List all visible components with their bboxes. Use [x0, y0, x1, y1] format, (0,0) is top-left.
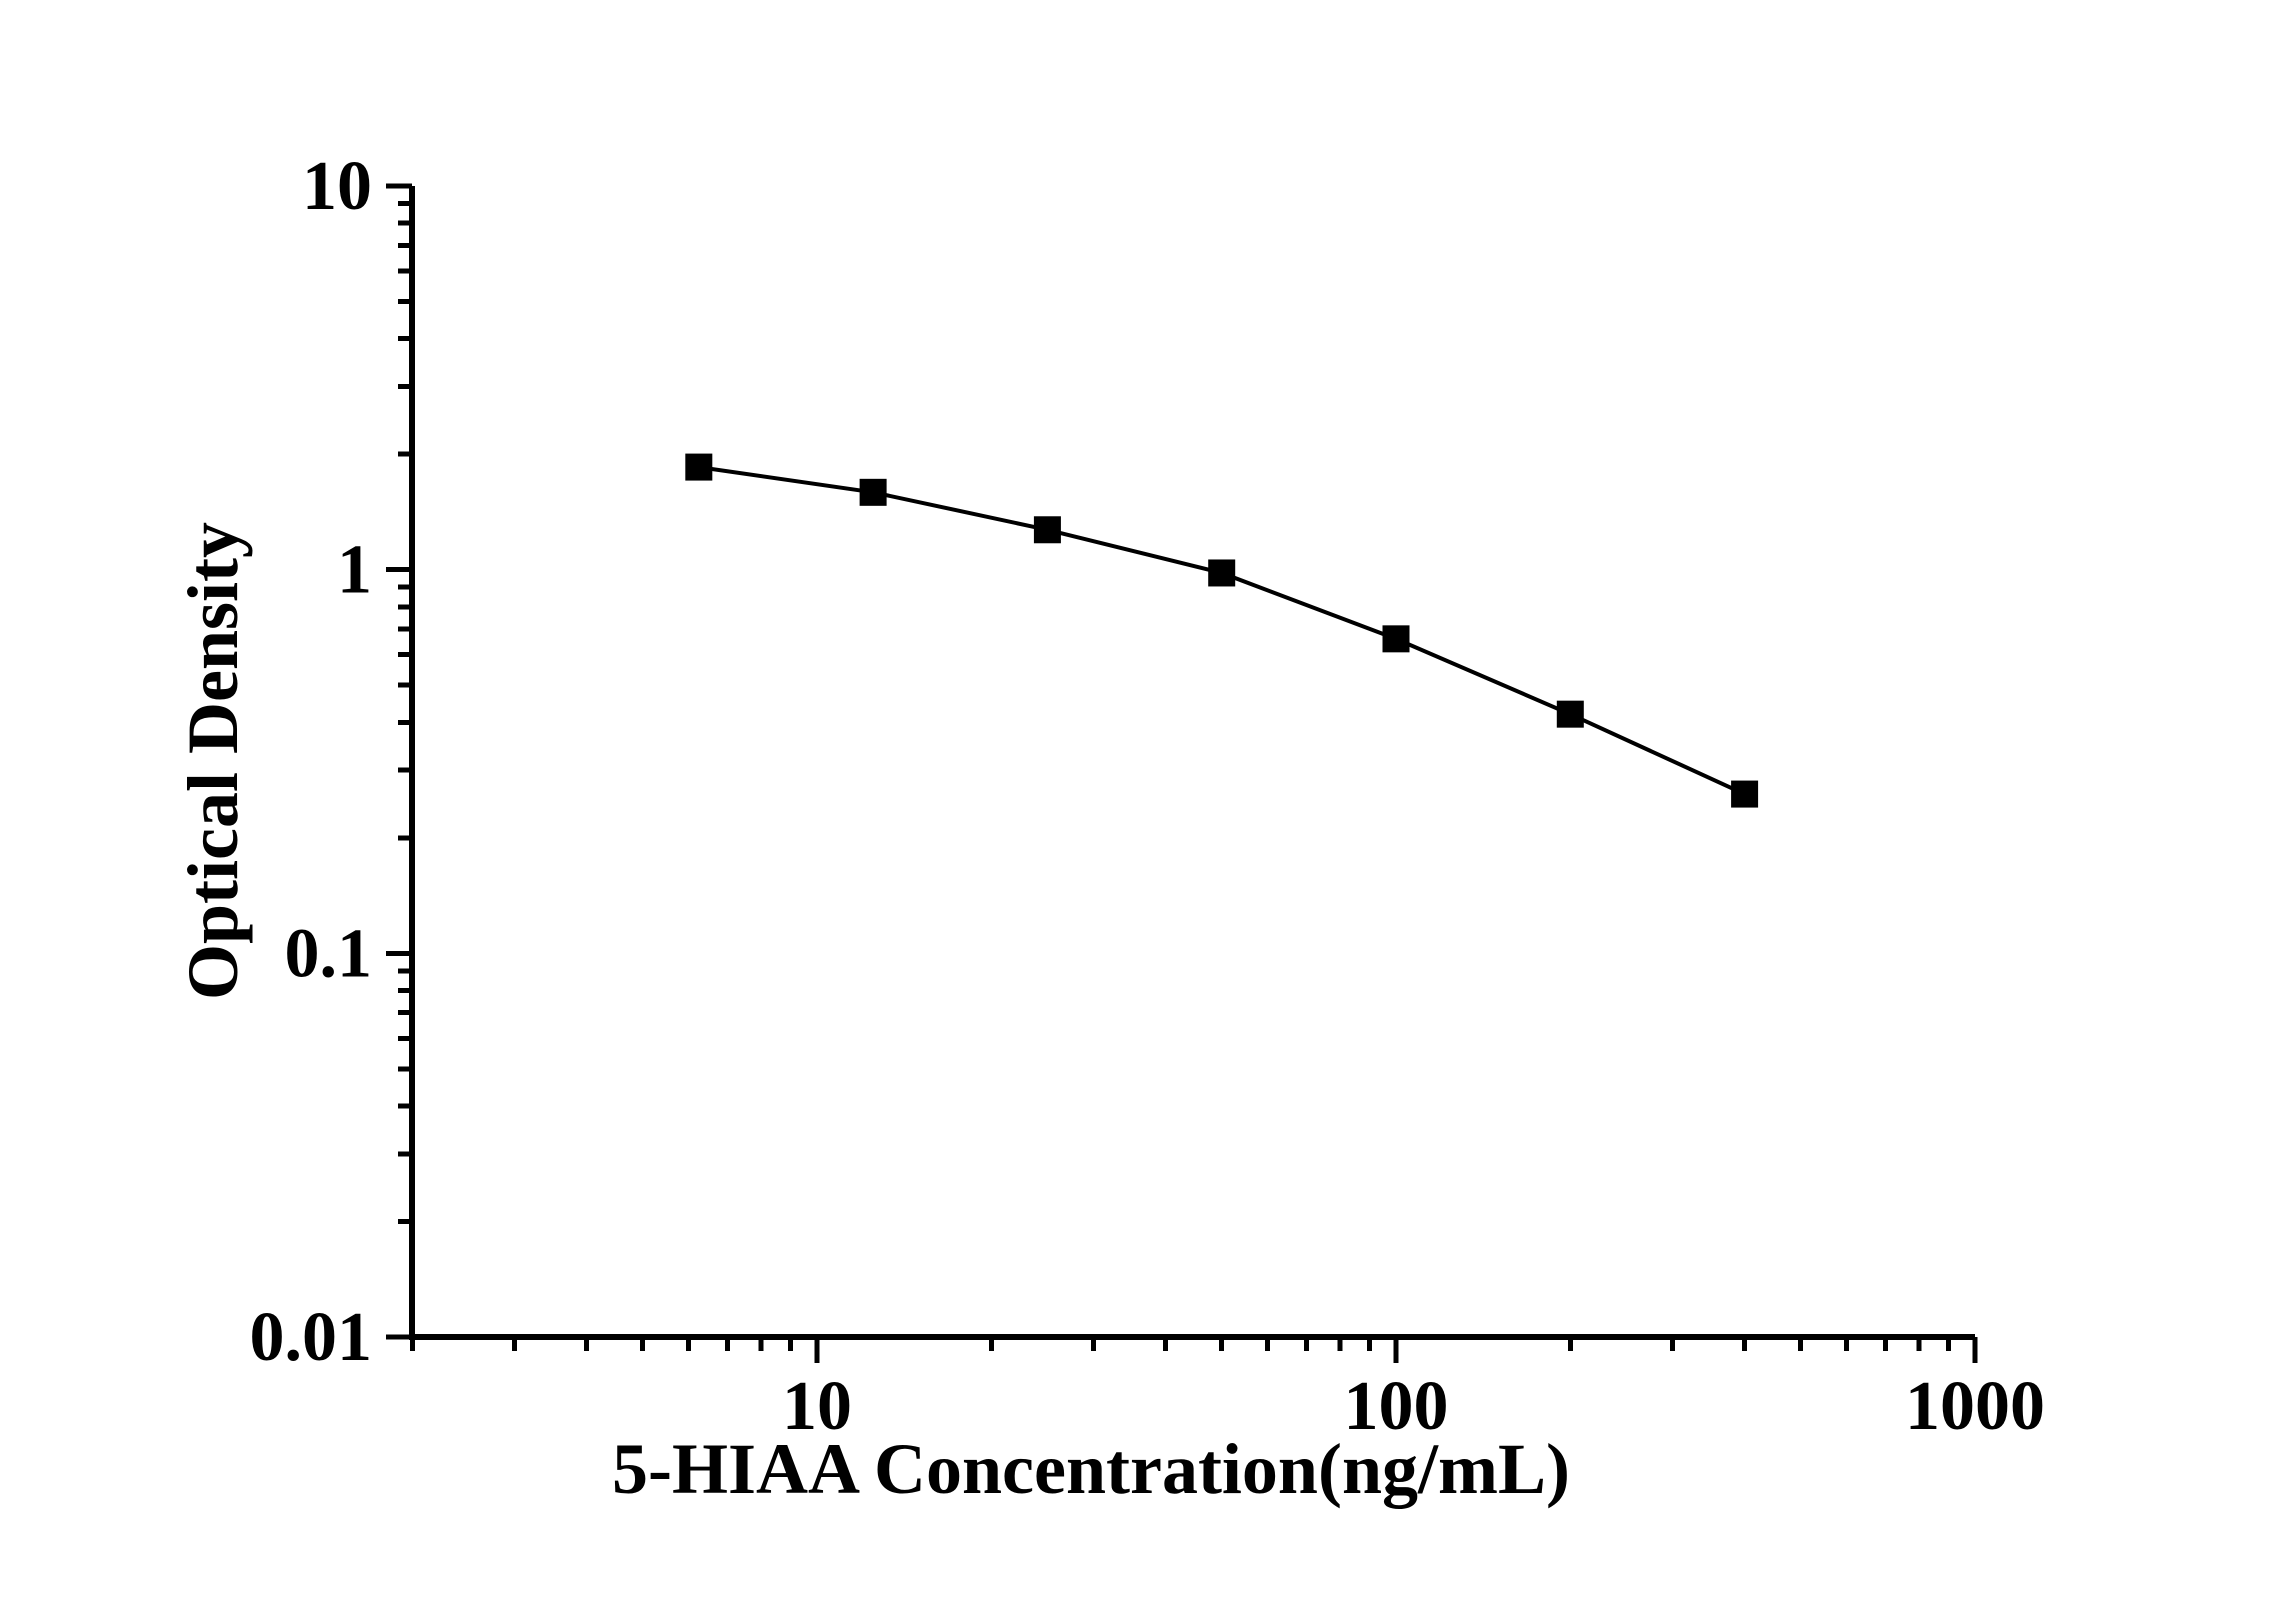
- y-axis-title: Optical Density: [173, 522, 253, 1000]
- axes-layer: [386, 183, 1978, 1363]
- data-point-marker: [1382, 625, 1410, 653]
- standard-curve-line: [698, 465, 1746, 796]
- x-tick-label: 10: [782, 1368, 852, 1445]
- x-tick-label: 1000: [1905, 1368, 2045, 1445]
- y-tick-label: 10: [302, 148, 372, 225]
- y-tick-label: 0.01: [250, 1299, 373, 1376]
- data-point-marker: [859, 478, 887, 506]
- data-point-marker: [1208, 559, 1236, 587]
- y-tick-label: 0.1: [285, 915, 373, 992]
- y-tick-label: 1: [337, 532, 372, 609]
- data-point-marker: [1556, 700, 1584, 728]
- series-layer: [685, 453, 1759, 808]
- x-tick-label: 100: [1344, 1368, 1449, 1445]
- data-point-marker: [1731, 780, 1759, 808]
- data-point-marker: [685, 453, 713, 481]
- x-axis-title: 5-HIAA Concentration(ng/mL): [612, 1429, 1570, 1509]
- data-point-marker: [1033, 516, 1061, 544]
- tick-labels-layer: 10 1 0.1 0.01 10 100 1000: [250, 148, 2046, 1445]
